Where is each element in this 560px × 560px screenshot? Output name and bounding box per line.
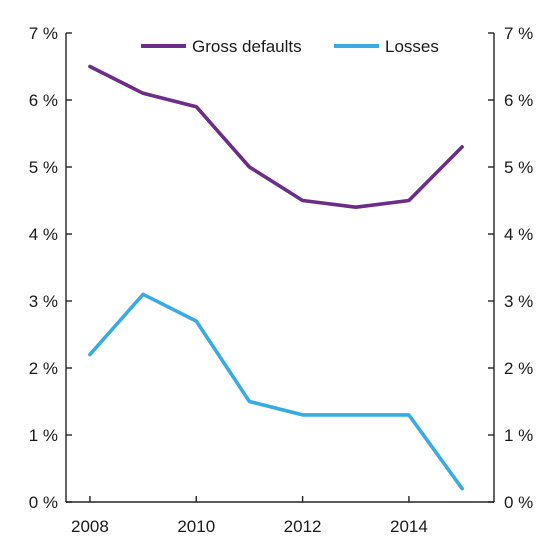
series-line-1 [88, 64, 464, 209]
x-tick-label: 2008 [71, 517, 109, 536]
left-y-tick-label: 1 % [29, 426, 58, 445]
x-tick-label: 2012 [284, 517, 322, 536]
legend: Gross defaults Losses [141, 37, 439, 56]
right-y-tick-label: 5 % [504, 158, 533, 177]
axes: 0 % 0 % 1 % 1 % 2 % 2 % 3 % 3 % 4 % 4 % 5 % 5 % 6 % 6… [29, 24, 534, 536]
left-y-tick-label: 5 % [29, 158, 58, 177]
left-y-tick-label: 6 % [29, 91, 58, 110]
right-y-tick-label: 7 % [504, 24, 533, 43]
right-y-tick-label: 2 % [504, 359, 533, 378]
right-y-tick-label: 6 % [504, 91, 533, 110]
series-line-2 [88, 292, 464, 491]
right-y-tick-label: 3 % [504, 292, 533, 311]
x-tick-label: 2014 [390, 517, 428, 536]
left-y-tick-label: 0 % [29, 493, 58, 512]
right-y-tick-label: 1 % [504, 426, 533, 445]
left-y-tick-label: 4 % [29, 225, 58, 244]
x-tick-label: 2010 [177, 517, 215, 536]
legend-label-1: Gross defaults [192, 37, 302, 56]
right-y-tick-label: 4 % [504, 225, 533, 244]
legend-label-2: Losses [385, 37, 439, 56]
left-y-tick-label: 2 % [29, 359, 58, 378]
left-y-tick-label: 3 % [29, 292, 58, 311]
right-y-tick-label: 0 % [504, 493, 533, 512]
series-layer [88, 64, 464, 491]
left-y-tick-label: 7 % [29, 24, 58, 43]
